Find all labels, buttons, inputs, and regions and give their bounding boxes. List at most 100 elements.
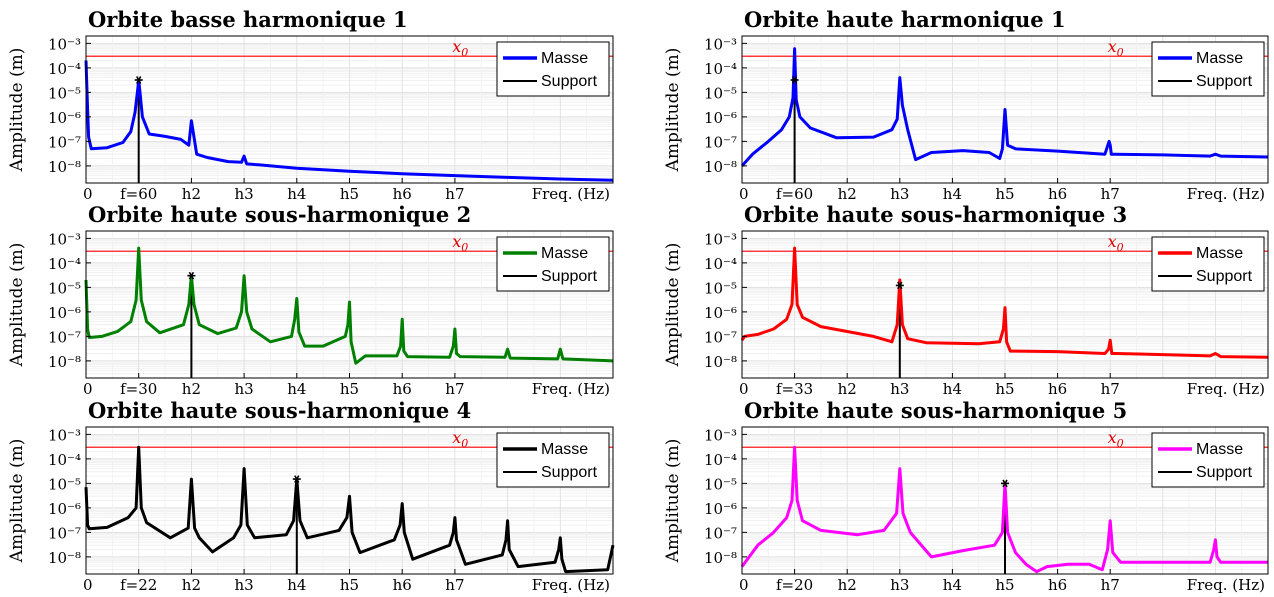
chart-panel-2: x0 10⁻⁸ 10⁻⁷ 10⁻⁶ 10⁻⁵ 10⁻⁴ 10⁻³ 0 f=60 h2 h3 h4 h5 h…	[663, 7, 1269, 203]
support-marker	[134, 76, 143, 84]
x-tick-label: h3	[890, 185, 909, 203]
y-tick-label: 10⁻⁵	[704, 84, 737, 102]
y-tick-label: 10⁻⁶	[48, 304, 81, 322]
x-tick-label: f=33	[776, 380, 813, 398]
x-tick-label: f=30	[120, 380, 157, 398]
legend-label-support: Support	[541, 73, 598, 90]
series-masse-line	[740, 246, 1269, 359]
x-tick-label: h6	[393, 576, 412, 594]
x-tick-label: 0	[739, 185, 749, 203]
y-axis-label: Amplitude (m)	[7, 439, 27, 564]
y-tick-label: 10⁻⁶	[704, 500, 737, 518]
y-tick-label: 10⁻⁵	[48, 84, 81, 102]
y-tick-label: 10⁻⁵	[704, 279, 737, 297]
chart-panel-5: x0 10⁻⁸ 10⁻⁷ 10⁻⁶ 10⁻⁵ 10⁻⁴ 10⁻³ 0 f=22 h2 h3 h4 h5 h…	[7, 398, 615, 594]
x-tick-label: h5	[340, 380, 359, 398]
x-tick-label: h2	[182, 576, 201, 594]
x-tick-label: h6	[1048, 576, 1067, 594]
legend: Masse Support	[496, 41, 610, 97]
y-axis-label: Amplitude (m)	[663, 48, 683, 173]
x-tick-label: h4	[287, 576, 306, 594]
x-tick-label: h3	[234, 576, 253, 594]
x-tick-label: h6	[393, 185, 412, 203]
panel-title: Orbite basse harmonique 1	[88, 7, 408, 32]
y-tick-label: 10⁻³	[704, 35, 737, 53]
y-tick-label: 10⁻⁶	[704, 304, 737, 322]
x-tick-label: h2	[182, 380, 201, 398]
panel-title: Orbite haute sous-harmonique 3	[744, 202, 1127, 227]
x-tick-label: 0	[83, 185, 93, 203]
y-tick-label: 10⁻³	[48, 230, 81, 248]
y-tick-label: 10⁻⁶	[704, 109, 737, 127]
x-tick-label: h5	[340, 185, 359, 203]
y-tick-label: 10⁻⁸	[704, 158, 737, 176]
support-marker	[895, 281, 904, 290]
support-marker	[292, 475, 301, 483]
legend-label-support: Support	[1196, 464, 1253, 481]
x-tick-label: h5	[340, 576, 359, 594]
y-tick-label: 10⁻⁴	[704, 255, 737, 273]
panel-title: Orbite haute sous-harmonique 4	[88, 398, 471, 423]
panel-title: Orbite haute sous-harmonique 5	[744, 398, 1127, 423]
y-tick-label: 10⁻⁷	[48, 133, 81, 151]
x-axis-label: Freq. (Hz)	[532, 576, 610, 594]
y-axis-label: Amplitude (m)	[7, 243, 27, 368]
support-marker	[187, 271, 196, 280]
x0-label: x0	[1108, 428, 1124, 450]
series-masse-line	[84, 246, 614, 365]
y-tick-label: 10⁻⁵	[704, 475, 737, 493]
x-tick-label: f=60	[120, 185, 157, 203]
x-axis-label: Freq. (Hz)	[532, 185, 610, 203]
legend: Masse Support	[1151, 236, 1265, 292]
x-tick-label: h4	[943, 576, 962, 594]
x-tick-label: h7	[1101, 380, 1120, 398]
x-tick-label: h7	[445, 185, 464, 203]
panel-title: Orbite haute sous-harmonique 2	[88, 202, 471, 227]
x-axis-label: Freq. (Hz)	[1187, 576, 1265, 594]
x-tick-label: f=22	[120, 576, 157, 594]
x-tick-label: h3	[890, 576, 909, 594]
y-tick-label: 10⁻⁴	[48, 451, 81, 469]
x-tick-label: h7	[1101, 185, 1120, 203]
x-tick-label: h6	[393, 380, 412, 398]
chart-panel-4: x0 10⁻⁸ 10⁻⁷ 10⁻⁶ 10⁻⁵ 10⁻⁴ 10⁻³ 0 f=33 h2 h3 h4 h5 h…	[663, 202, 1269, 398]
legend-label-masse: Masse	[1196, 245, 1243, 262]
x-tick-label: h2	[838, 380, 857, 398]
y-axis-label: Amplitude (m)	[7, 48, 27, 173]
x-tick-label: h3	[234, 185, 253, 203]
legend-label-masse: Masse	[1196, 50, 1243, 67]
x-tick-label: h6	[1048, 185, 1067, 203]
legend: Masse Support	[1151, 41, 1265, 97]
y-axis-label: Amplitude (m)	[663, 439, 683, 564]
chart-panel-1: x0 10⁻⁸ 10⁻⁷ 10⁻⁶ 10⁻⁵ 10⁻⁴ 10⁻³ 0 f=60 h2 h3 h4 h5 h…	[7, 7, 614, 203]
y-tick-label: 10⁻³	[704, 230, 737, 248]
y-tick-label: 10⁻³	[704, 426, 737, 444]
legend: Masse Support	[1151, 432, 1265, 488]
legend-label-masse: Masse	[1196, 441, 1243, 458]
x-tick-label: h3	[890, 380, 909, 398]
x-tick-label: h7	[445, 576, 464, 594]
x-tick-label: h4	[287, 185, 306, 203]
x-tick-label: h5	[995, 185, 1014, 203]
x-tick-label: h4	[943, 380, 962, 398]
x-tick-label: f=60	[776, 185, 813, 203]
y-tick-label: 10⁻⁸	[48, 353, 81, 371]
y-tick-label: 10⁻⁸	[704, 549, 737, 567]
y-tick-label: 10⁻⁷	[704, 524, 737, 542]
y-tick-label: 10⁻³	[48, 426, 81, 444]
series-masse-line	[84, 60, 614, 182]
x-tick-label: h7	[445, 380, 464, 398]
grid	[85, 231, 614, 378]
x0-label: x0	[452, 428, 468, 450]
y-tick-label: 10⁻⁴	[704, 451, 737, 469]
y-tick-label: 10⁻⁷	[48, 328, 81, 346]
x-tick-label: h7	[1101, 576, 1120, 594]
support-marker	[1001, 479, 1009, 488]
x-axis-label: Freq. (Hz)	[1187, 185, 1265, 203]
x0-label: x0	[1108, 37, 1124, 59]
x-tick-label: h2	[838, 185, 857, 203]
x0-label: x0	[452, 37, 468, 59]
legend-label-support: Support	[1196, 73, 1253, 90]
x-tick-label: 0	[83, 576, 93, 594]
y-axis-label: Amplitude (m)	[663, 243, 683, 368]
